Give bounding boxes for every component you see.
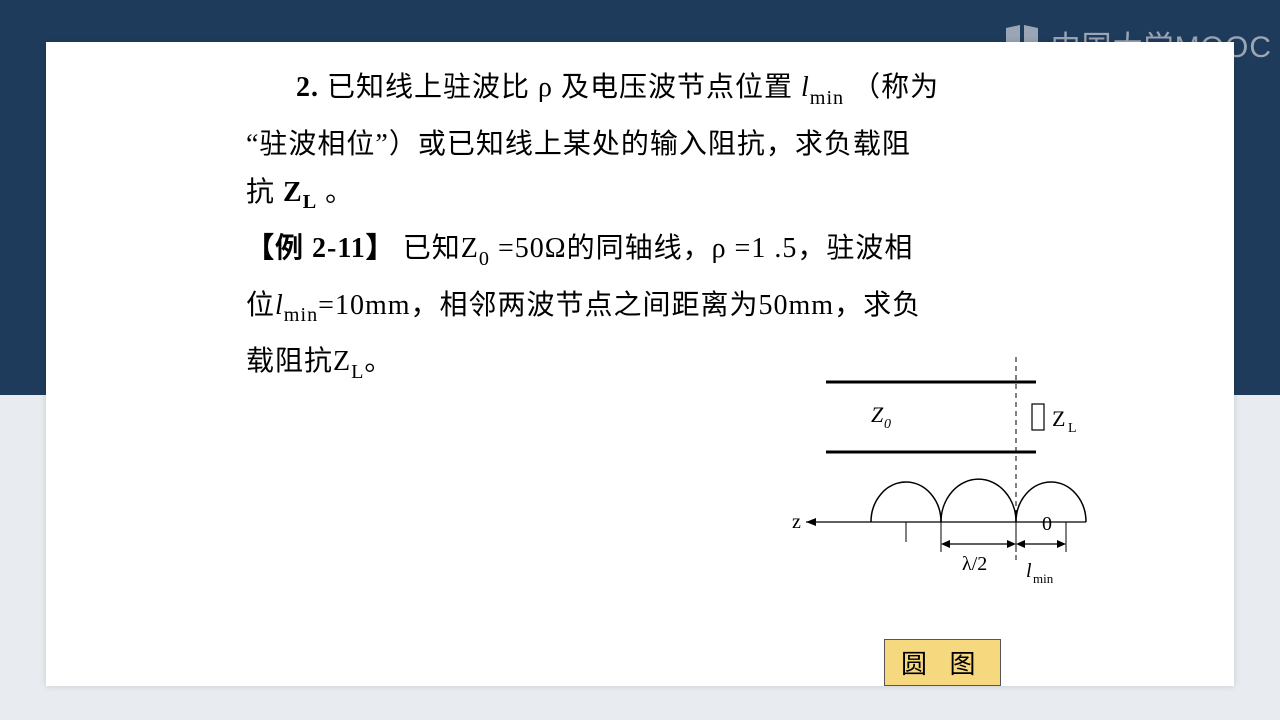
Z: Z: [283, 177, 303, 208]
problem-number: 2.: [296, 72, 319, 103]
example-tag: 【例 2-11】: [246, 233, 395, 264]
ex-p2: =50Ω的同轴线，ρ =1 .5，驻波相: [490, 233, 913, 264]
svg-text:z: z: [792, 511, 801, 533]
ex-p1: 已知Z: [403, 233, 479, 264]
svg-text:l: l: [1026, 560, 1032, 582]
footer-label: 圆 图: [884, 639, 1001, 686]
p-line1a: 已知线上驻波比 ρ 及电压波节点位置: [327, 72, 793, 103]
svg-text:0: 0: [1042, 513, 1052, 535]
svg-text:min: min: [1033, 571, 1054, 586]
z0sub: 0: [479, 248, 490, 270]
problem-statement: 2. 已知线上驻波比 ρ 及电压波节点位置 lmin （称为 “驻波相位”）或已…: [246, 64, 1086, 225]
ZL-sub: L: [303, 191, 317, 213]
lmin-l: l: [801, 72, 810, 103]
p-line3b: 。: [325, 177, 354, 208]
transmission-line-diagram: Z 0 Z L z 0 λ/2 l min: [766, 352, 1126, 612]
svg-text:L: L: [1068, 421, 1077, 436]
svg-text:Z: Z: [1052, 406, 1065, 431]
ex-l: l: [275, 290, 284, 321]
ex-l3a: 载阻抗Z: [246, 346, 351, 377]
lmin-sub: min: [810, 87, 844, 109]
p-line1b: （称为: [852, 72, 939, 103]
text-content: 2. 已知线上驻波比 ρ 及电压波节点位置 lmin （称为 “驻波相位”）或已…: [246, 64, 1086, 395]
ex-eq: =10mm，相邻两波节点之间距离为50mm，求负: [318, 290, 921, 321]
ex-l2a: 位: [246, 290, 275, 321]
ex-lmin: min: [284, 304, 318, 326]
ex-zl: L: [351, 361, 364, 383]
svg-text:Z: Z: [871, 402, 884, 427]
svg-text:λ/2: λ/2: [962, 553, 987, 575]
svg-text:0: 0: [884, 417, 891, 432]
slide-page: 2. 已知线上驻波比 ρ 及电压波节点位置 lmin （称为 “驻波相位”）或已…: [46, 42, 1234, 686]
p-line3a: 抗: [246, 177, 275, 208]
p-line2: “驻波相位”）或已知线上某处的输入阻抗，求负载阻: [246, 129, 911, 160]
ex-l3b: 。: [364, 346, 393, 377]
